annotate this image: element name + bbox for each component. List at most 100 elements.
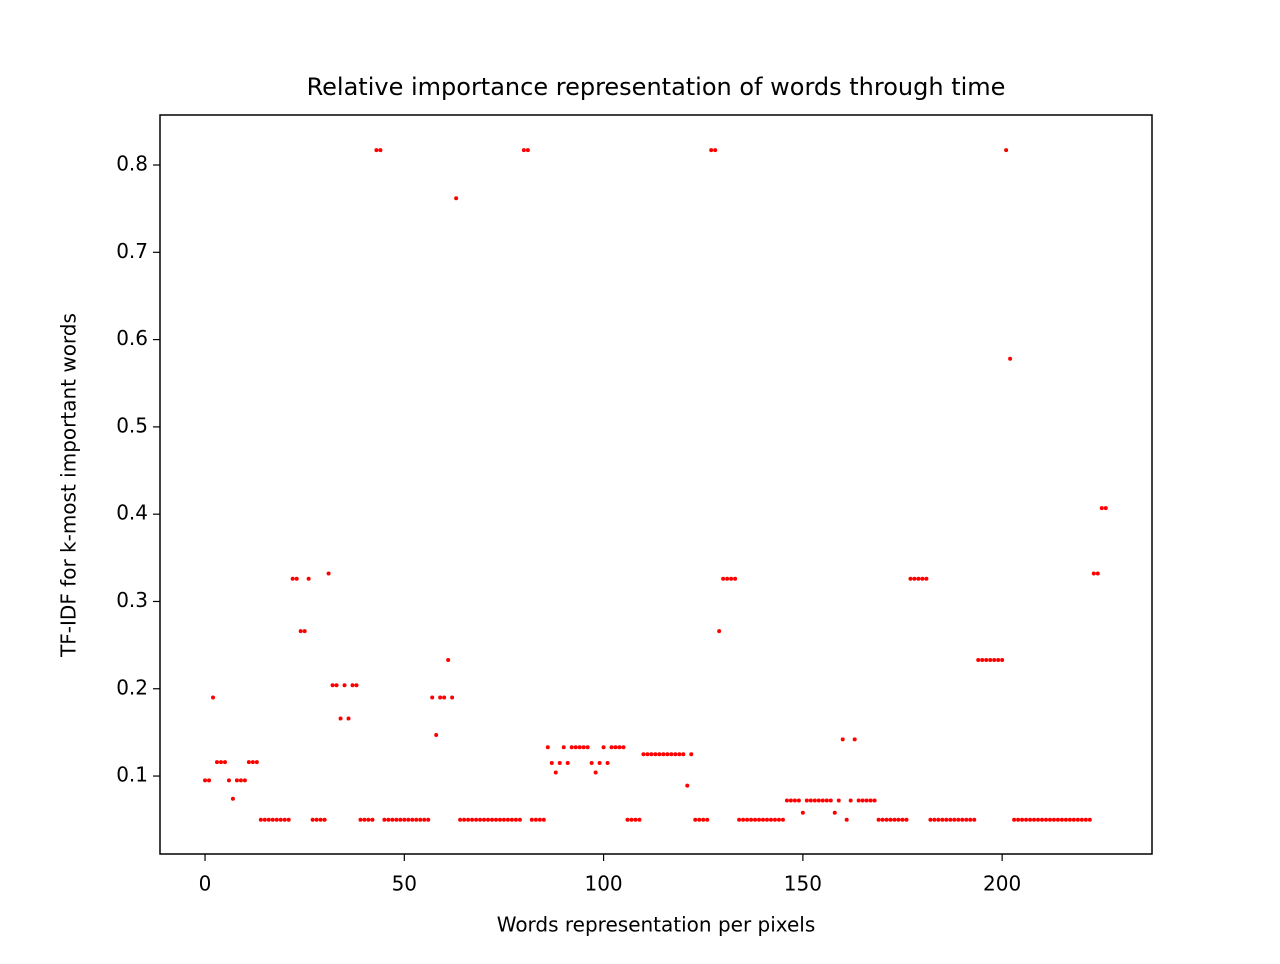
- point: [557, 760, 562, 765]
- y-tick-label: 0.2: [116, 675, 148, 699]
- point: [721, 576, 726, 581]
- point: [246, 760, 251, 765]
- point: [474, 817, 479, 822]
- point: [928, 817, 933, 822]
- point: [657, 752, 662, 757]
- point: [569, 745, 574, 750]
- point: [382, 817, 387, 822]
- point: [386, 817, 391, 822]
- point: [585, 745, 590, 750]
- point: [1012, 817, 1017, 822]
- point: [533, 817, 538, 822]
- point: [486, 817, 491, 822]
- point: [462, 817, 467, 822]
- point: [1059, 817, 1064, 822]
- point: [1071, 817, 1076, 822]
- point: [968, 817, 973, 822]
- point: [681, 752, 686, 757]
- y-tick-label: 0.5: [116, 413, 148, 437]
- point: [1028, 817, 1033, 822]
- point: [418, 817, 423, 822]
- point: [489, 817, 494, 822]
- point: [565, 760, 570, 765]
- point: [310, 817, 315, 822]
- point: [1055, 817, 1060, 822]
- point: [1024, 817, 1029, 822]
- x-tick-label: 50: [392, 872, 417, 896]
- point: [442, 695, 447, 700]
- point: [617, 745, 622, 750]
- point: [266, 817, 271, 822]
- point: [908, 576, 913, 581]
- plot-area: 0 50 100 150 200 0.1 0.2 0.3 0.4 0.5 0.6 0.7 0.8: [116, 148, 1108, 896]
- x-tick-label: 0: [199, 872, 212, 896]
- point: [637, 817, 642, 822]
- chart-title: Relative importance representation of wo…: [307, 73, 1006, 101]
- point: [932, 817, 937, 822]
- point: [242, 778, 247, 783]
- point: [1091, 571, 1096, 576]
- point: [976, 657, 981, 662]
- point: [270, 817, 275, 822]
- point: [346, 716, 351, 721]
- point: [948, 817, 953, 822]
- point: [454, 196, 459, 201]
- point: [633, 817, 638, 822]
- point: [944, 817, 949, 822]
- point: [613, 745, 618, 750]
- point: [733, 576, 738, 581]
- point: [876, 817, 881, 822]
- point: [577, 745, 582, 750]
- y-tick-label: 0.3: [116, 588, 148, 612]
- point: [772, 817, 777, 822]
- point: [366, 817, 371, 822]
- point: [920, 576, 925, 581]
- x-tick-label: 150: [784, 872, 822, 896]
- point: [211, 695, 216, 700]
- point: [422, 817, 427, 822]
- point: [1079, 817, 1084, 822]
- point: [282, 817, 287, 822]
- point: [625, 817, 630, 822]
- point: [450, 695, 455, 700]
- point: [693, 817, 698, 822]
- point: [354, 683, 359, 688]
- point: [992, 657, 997, 662]
- point: [1032, 817, 1037, 822]
- point: [581, 745, 586, 750]
- point: [856, 798, 861, 803]
- point: [804, 798, 809, 803]
- point: [701, 817, 706, 822]
- point: [896, 817, 901, 822]
- point: [860, 798, 865, 803]
- point: [278, 817, 283, 822]
- point: [864, 798, 869, 803]
- point: [1063, 817, 1068, 822]
- point: [717, 629, 722, 634]
- point: [980, 657, 985, 662]
- point: [218, 760, 223, 765]
- point: [493, 817, 498, 822]
- point: [641, 752, 646, 757]
- point: [262, 817, 267, 822]
- point: [378, 148, 383, 153]
- point: [306, 576, 311, 581]
- point: [816, 798, 821, 803]
- point: [541, 817, 546, 822]
- point: [254, 760, 259, 765]
- point: [374, 148, 379, 153]
- point: [537, 817, 542, 822]
- point: [848, 798, 853, 803]
- point: [238, 778, 243, 783]
- point: [605, 760, 610, 765]
- point: [852, 737, 857, 742]
- point: [290, 576, 295, 581]
- point: [207, 778, 212, 783]
- point: [362, 817, 367, 822]
- point: [406, 817, 411, 822]
- point: [677, 752, 682, 757]
- point: [1103, 506, 1108, 511]
- point: [458, 817, 463, 822]
- point: [203, 778, 208, 783]
